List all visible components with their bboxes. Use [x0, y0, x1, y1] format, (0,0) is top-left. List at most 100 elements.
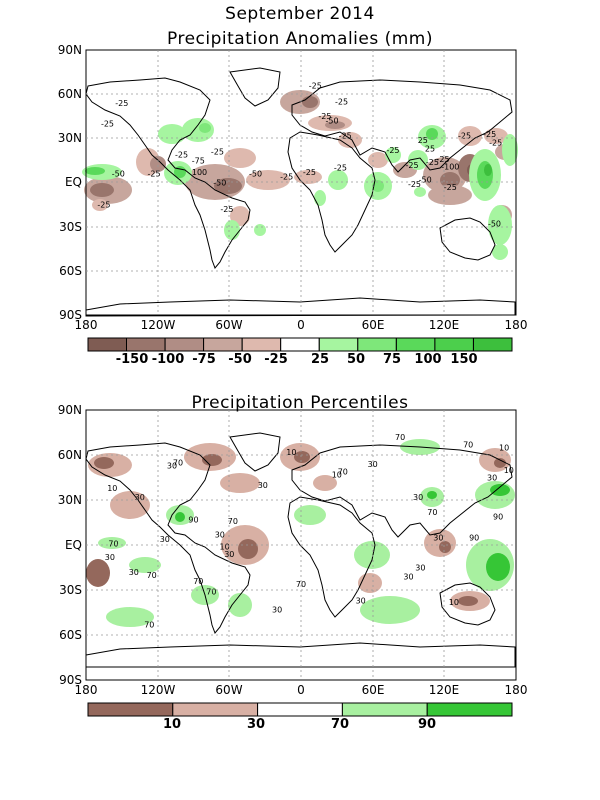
contour-label: -100	[441, 162, 459, 171]
lon-label: 120E	[429, 683, 460, 695]
contour-label: 30	[167, 462, 177, 471]
lon-label: 0	[297, 318, 305, 330]
colorbar-label: -75	[192, 352, 216, 367]
contour-label: 10	[220, 543, 230, 552]
contour-label: 10	[107, 484, 117, 493]
contour-label: 30	[433, 534, 443, 543]
contour-label: 30	[105, 553, 115, 562]
lat-label: 90N	[58, 43, 82, 57]
longitude-labels: 180 120W 60W 0 60E 120E 180	[75, 318, 528, 330]
contour-label: -25	[175, 151, 188, 160]
contour-label: 30	[135, 493, 145, 502]
lon-label: 120E	[429, 318, 460, 330]
contour-label: 30	[224, 550, 234, 559]
contour-label: -25	[303, 168, 316, 177]
contour-label: 70	[144, 621, 154, 630]
lat-label: 30N	[58, 493, 82, 507]
percentile-fill-layer	[86, 439, 515, 627]
contour-label: 10	[504, 466, 514, 475]
contour-label: -25	[148, 170, 161, 179]
lon-label: 120W	[141, 318, 176, 330]
contour-label: -25	[408, 180, 421, 189]
contour-label: 70	[427, 508, 437, 517]
colorbar-swatch	[280, 337, 320, 352]
lon-label: 60W	[215, 683, 242, 695]
contour-label: 30	[258, 481, 268, 490]
colorbar-label: -150	[116, 352, 149, 367]
contour-label: 70	[463, 441, 473, 450]
contour-label: 90	[469, 534, 479, 543]
contour-label: -25	[309, 81, 322, 90]
colorbar-swatch	[257, 702, 343, 717]
lon-label: 60E	[362, 318, 385, 330]
contour-label: 70	[206, 588, 216, 597]
contour-label: -25	[334, 164, 347, 173]
colorbar-swatch	[357, 337, 397, 352]
contour-label: 30	[160, 535, 170, 544]
contour-label: 70	[173, 459, 183, 468]
colorbar-label: 30	[247, 717, 265, 732]
lat-label: 30S	[59, 583, 82, 597]
contour-label: -25	[444, 183, 457, 192]
contour-label: 10	[286, 448, 296, 457]
contour-label: 90	[493, 513, 503, 522]
colorbar-swatch	[164, 337, 205, 352]
colorbar-swatch	[318, 337, 359, 352]
contour-label: -25	[97, 201, 110, 210]
contour-label: -25	[115, 99, 128, 108]
contour-label: 70	[147, 571, 157, 580]
contour-label: 70	[338, 468, 348, 477]
lon-label: 60W	[215, 318, 242, 330]
lon-label: 180	[75, 683, 98, 695]
lon-label: 180	[75, 318, 98, 330]
colorbar-label: 50	[347, 352, 365, 367]
map-frame	[85, 409, 517, 681]
colorbar-label: -100	[152, 352, 185, 367]
contour-label: 30	[403, 573, 413, 582]
contour-label: 10	[332, 471, 342, 480]
contour-label: 30	[415, 564, 425, 573]
latitude-labels: 90N 60N 30N EQ 30S 60S 90S	[58, 43, 82, 322]
contour-label: 30	[215, 531, 225, 540]
contour-label: 70	[395, 433, 405, 442]
contour-label: 90	[188, 516, 198, 525]
colorbar-label: 90	[418, 717, 436, 732]
contour-label: -25	[458, 131, 471, 140]
contour-label: 30	[129, 568, 139, 577]
contour-label: -50	[249, 170, 262, 179]
contour-label: -50	[112, 170, 125, 179]
contour-label: -25	[339, 131, 352, 140]
lat-label: 30N	[58, 131, 82, 145]
lat-label: 30S	[59, 220, 82, 234]
lon-label: 60E	[362, 683, 385, 695]
colorbar-label: -50	[228, 352, 252, 367]
contour-label: 30	[487, 474, 497, 483]
colorbar-label: 10	[163, 717, 181, 732]
contour-label: 10	[449, 598, 459, 607]
contour-label: 25	[418, 136, 428, 145]
continent-outlines	[85, 432, 516, 668]
contour-label: -25	[489, 139, 502, 148]
anomaly-panel-title: Precipitation Anomalies (mm)	[167, 29, 433, 49]
colorbar-swatch	[172, 702, 259, 717]
colorbar-swatch	[434, 337, 474, 352]
colorbar-swatch	[395, 337, 436, 352]
colorbar-swatch	[87, 702, 174, 717]
contour-label: -25	[101, 120, 114, 129]
contour-label: -75	[192, 156, 205, 165]
colorbar-swatch	[126, 337, 166, 352]
colorbar-label: 100	[414, 352, 441, 367]
anomaly-fill-layer	[82, 90, 518, 260]
lat-label: EQ	[65, 175, 82, 189]
contour-label: -50	[326, 117, 339, 126]
lon-label: 0	[297, 683, 305, 695]
colorbar-swatch	[241, 337, 282, 352]
lat-label: 60S	[59, 264, 82, 278]
lat-label: EQ	[65, 538, 82, 552]
contour-label: -25	[406, 161, 419, 170]
colorbar-swatch	[473, 337, 513, 352]
colorbar-swatch	[87, 337, 127, 352]
